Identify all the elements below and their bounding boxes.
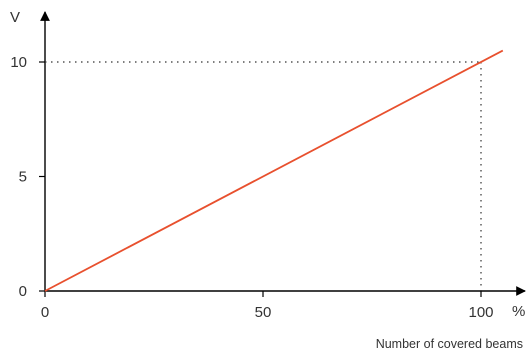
- reference-lines: [45, 61, 482, 291]
- y-ticks: 0 5 10: [10, 54, 45, 300]
- series-group: [44, 49, 504, 292]
- x-tick-label: 50: [255, 304, 272, 321]
- x-tick-label: 100: [468, 304, 493, 321]
- x-axis-title: Number of covered beams: [376, 337, 523, 351]
- x-unit-label: %: [512, 303, 525, 320]
- y-tick-label: 10: [10, 54, 27, 71]
- y-tick-label: 0: [19, 283, 27, 300]
- series-line: [44, 49, 504, 292]
- x-ticks: 0 50 100: [41, 291, 494, 321]
- y-tick-label: 5: [19, 169, 27, 186]
- y-unit-label: V: [10, 9, 20, 26]
- x-tick-label: 0: [41, 304, 49, 321]
